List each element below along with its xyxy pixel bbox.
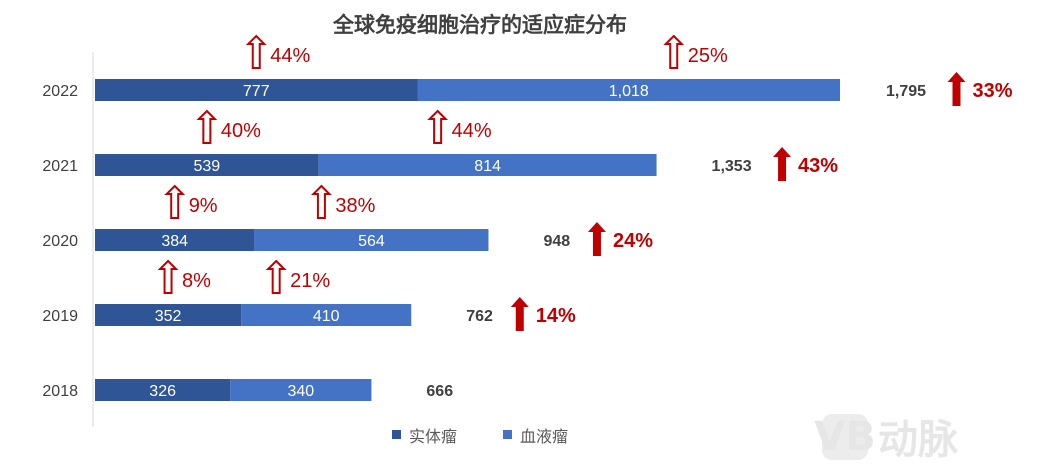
data-label-blood-tumor: 410 bbox=[313, 308, 340, 325]
watermark-text: 动脉 bbox=[878, 417, 959, 463]
total-label: 666 bbox=[426, 383, 453, 400]
growth-arrow-icon bbox=[947, 72, 966, 106]
segment-growth-arrow-icon bbox=[245, 34, 267, 69]
segment-growth-label-solid: 44% bbox=[270, 45, 310, 67]
legend-swatch-blood bbox=[503, 430, 512, 439]
bar-solid-tumor bbox=[95, 304, 242, 326]
y-tick-label: 2021 bbox=[42, 158, 78, 175]
bar-blood-tumor bbox=[230, 379, 372, 401]
segment-growth-label-blood: 25% bbox=[688, 45, 728, 67]
data-label-solid-tumor: 777 bbox=[243, 83, 270, 100]
data-label-blood-tumor: 340 bbox=[288, 383, 315, 400]
segment-growth-label-solid: 40% bbox=[221, 120, 261, 142]
segment-growth-label-blood: 38% bbox=[335, 195, 375, 217]
data-label-solid-tumor: 539 bbox=[194, 158, 221, 175]
segment-growth-label-blood: 44% bbox=[452, 120, 492, 142]
legend-swatch-solid bbox=[392, 430, 401, 439]
bar-blood-tumor bbox=[241, 304, 412, 326]
total-growth-label: 24% bbox=[613, 230, 653, 252]
data-label-solid-tumor: 326 bbox=[149, 383, 176, 400]
bar-blood-tumor bbox=[318, 154, 657, 176]
bar-solid-tumor bbox=[95, 154, 319, 176]
segment-growth-label-blood: 21% bbox=[290, 270, 330, 292]
bar-blood-tumor bbox=[417, 79, 840, 101]
y-tick-label: 2022 bbox=[42, 83, 78, 100]
segment-growth-arrow-icon bbox=[427, 109, 449, 144]
legend-label-blood: 血液瘤 bbox=[520, 427, 568, 446]
bar-solid-tumor bbox=[95, 79, 418, 101]
growth-arrow-icon bbox=[510, 297, 529, 331]
watermark: VB 动脉 bbox=[814, 414, 959, 463]
y-tick-label: 2019 bbox=[42, 308, 78, 325]
bar-solid-tumor bbox=[95, 229, 255, 251]
segment-growth-arrow-icon bbox=[311, 184, 332, 219]
segment-growth-arrow-icon bbox=[164, 184, 186, 219]
segment-growth-arrow-icon bbox=[663, 34, 685, 69]
total-label: 948 bbox=[543, 233, 570, 250]
bar-solid-tumor bbox=[95, 379, 231, 401]
y-tick-label: 2018 bbox=[42, 383, 78, 400]
segment-growth-label-solid: 9% bbox=[189, 195, 218, 217]
total-growth-label: 14% bbox=[536, 305, 576, 327]
data-label-blood-tumor: 814 bbox=[474, 158, 501, 175]
legend: 实体瘤 血液瘤 bbox=[392, 427, 568, 446]
total-growth-label: 33% bbox=[973, 80, 1013, 102]
data-label-solid-tumor: 384 bbox=[161, 233, 188, 250]
segment-growth-arrow-icon bbox=[196, 109, 218, 144]
data-label-blood-tumor: 564 bbox=[358, 233, 385, 250]
total-label: 1,795 bbox=[886, 83, 926, 100]
legend-label-solid: 实体瘤 bbox=[409, 427, 457, 446]
total-label: 1,353 bbox=[712, 158, 752, 175]
data-label-blood-tumor: 1,018 bbox=[609, 83, 649, 100]
bar-blood-tumor bbox=[254, 229, 489, 251]
y-tick-label: 2020 bbox=[42, 233, 78, 250]
total-label: 762 bbox=[466, 308, 493, 325]
growth-arrow-icon bbox=[773, 147, 792, 181]
plot-area: 2022 777 1,018 1,795 33% 44% 25% 2021 539 814 1,35… bbox=[42, 34, 1013, 401]
segment-growth-arrow-icon bbox=[157, 259, 179, 294]
watermark-logo-text: VB bbox=[814, 414, 875, 460]
growth-arrow-icon bbox=[587, 222, 606, 256]
segment-growth-label-solid: 8% bbox=[182, 270, 211, 292]
watermark-logo bbox=[822, 414, 868, 460]
data-label-solid-tumor: 352 bbox=[155, 308, 182, 325]
chart-title: 全球免疫细胞治疗的适应症分布 bbox=[332, 13, 627, 37]
total-growth-label: 43% bbox=[798, 155, 838, 177]
segment-growth-arrow-icon bbox=[265, 259, 287, 294]
